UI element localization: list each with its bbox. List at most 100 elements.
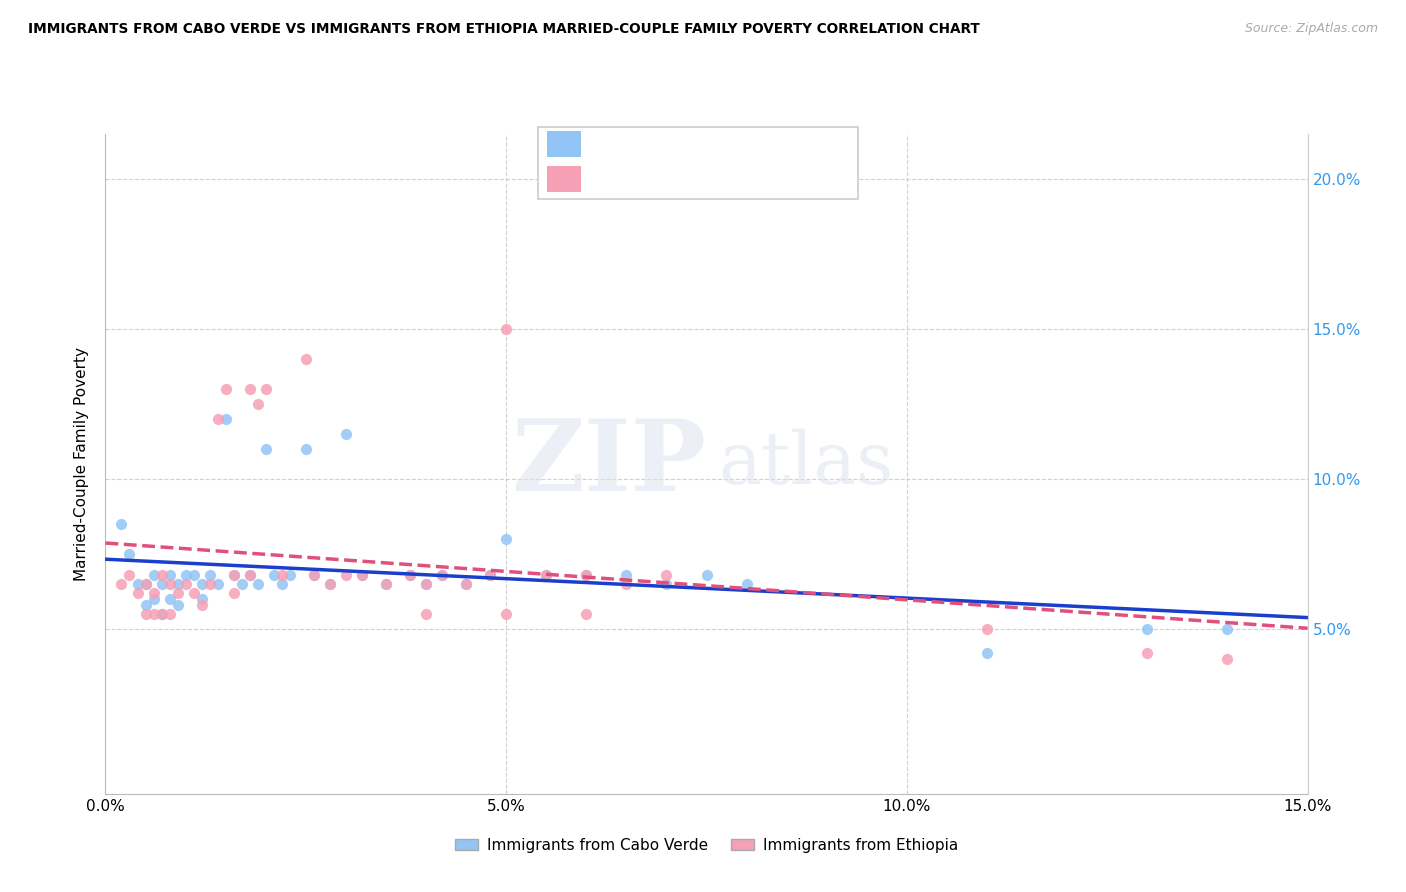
Point <box>135 577 157 591</box>
Point <box>207 577 229 591</box>
Point <box>214 382 236 396</box>
Point <box>655 567 678 582</box>
Text: IMMIGRANTS FROM CABO VERDE VS IMMIGRANTS FROM ETHIOPIA MARRIED-COUPLE FAMILY POV: IMMIGRANTS FROM CABO VERDE VS IMMIGRANTS… <box>28 22 980 37</box>
Point <box>127 577 149 591</box>
Point <box>150 607 173 621</box>
Point <box>174 567 197 582</box>
Point <box>110 516 132 531</box>
Point <box>302 567 325 582</box>
Text: R =: R = <box>593 136 627 152</box>
Point <box>430 567 453 582</box>
Legend: Immigrants from Cabo Verde, Immigrants from Ethiopia: Immigrants from Cabo Verde, Immigrants f… <box>449 831 965 859</box>
Point <box>1216 652 1239 666</box>
Point <box>350 567 373 582</box>
Point <box>198 577 221 591</box>
Point <box>454 577 477 591</box>
Point <box>207 412 229 426</box>
Point <box>575 567 598 582</box>
Point <box>183 586 205 600</box>
Point <box>976 622 998 636</box>
Point <box>495 322 517 336</box>
Point <box>159 567 181 582</box>
Point <box>254 442 277 456</box>
Point <box>198 567 221 582</box>
FancyBboxPatch shape <box>547 131 581 157</box>
Point <box>190 598 212 612</box>
Point <box>655 577 678 591</box>
Text: R =: R = <box>593 170 627 186</box>
Point <box>479 567 502 582</box>
Point <box>295 442 318 456</box>
Point <box>222 586 245 600</box>
Point <box>302 567 325 582</box>
Point <box>142 586 165 600</box>
Point <box>415 607 437 621</box>
Point <box>150 577 173 591</box>
Text: 0.031: 0.031 <box>633 136 682 152</box>
Text: 49: 49 <box>755 136 778 152</box>
Text: N =: N = <box>716 170 749 186</box>
Text: 47: 47 <box>755 170 778 186</box>
Point <box>575 607 598 621</box>
Point <box>295 351 318 366</box>
Point <box>415 577 437 591</box>
Point <box>246 577 269 591</box>
Point <box>110 577 132 591</box>
Point <box>142 567 165 582</box>
Point <box>335 426 357 441</box>
Point <box>270 577 292 591</box>
FancyBboxPatch shape <box>537 128 858 199</box>
Point <box>142 591 165 606</box>
Text: atlas: atlas <box>718 428 894 500</box>
Text: 0.165: 0.165 <box>633 170 682 186</box>
Point <box>174 577 197 591</box>
Point <box>118 547 141 561</box>
Point <box>534 567 557 582</box>
Point <box>616 567 638 582</box>
Point <box>1136 622 1159 636</box>
Point <box>495 607 517 621</box>
Point <box>399 567 422 582</box>
Point <box>239 382 262 396</box>
Point <box>150 567 173 582</box>
Point <box>335 567 357 582</box>
Point <box>127 586 149 600</box>
Point <box>495 532 517 546</box>
Point <box>166 598 188 612</box>
Point <box>135 598 157 612</box>
Point <box>246 397 269 411</box>
Point <box>319 577 342 591</box>
Point <box>159 607 181 621</box>
Point <box>1136 646 1159 660</box>
Point <box>735 577 758 591</box>
Point <box>159 577 181 591</box>
Point <box>166 586 188 600</box>
FancyBboxPatch shape <box>547 166 581 192</box>
Point <box>696 567 718 582</box>
Point <box>263 567 285 582</box>
Point <box>190 577 212 591</box>
Point <box>454 577 477 591</box>
Point <box>183 567 205 582</box>
Y-axis label: Married-Couple Family Poverty: Married-Couple Family Poverty <box>75 347 90 581</box>
Point <box>350 567 373 582</box>
Point <box>239 567 262 582</box>
Point <box>239 567 262 582</box>
Point <box>254 382 277 396</box>
Point <box>118 567 141 582</box>
Text: ZIP: ZIP <box>512 416 707 512</box>
Point <box>270 567 292 582</box>
Point <box>159 591 181 606</box>
Point <box>374 577 398 591</box>
Point <box>430 567 453 582</box>
Point <box>214 412 236 426</box>
Point <box>150 607 173 621</box>
Point <box>135 607 157 621</box>
Point <box>142 607 165 621</box>
Text: Source: ZipAtlas.com: Source: ZipAtlas.com <box>1244 22 1378 36</box>
Point <box>415 577 437 591</box>
Point <box>374 577 398 591</box>
Point <box>479 567 502 582</box>
Point <box>190 591 212 606</box>
Point <box>166 577 188 591</box>
